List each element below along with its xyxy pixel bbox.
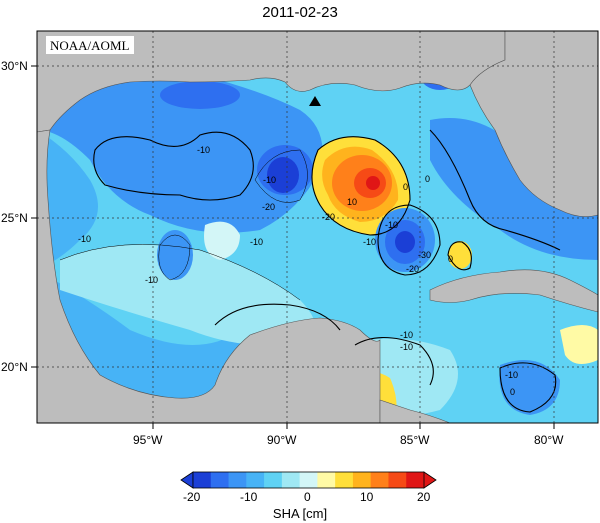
cyclonic-eddy-west bbox=[157, 230, 193, 280]
colorbar-left-arrow bbox=[180, 471, 194, 489]
colorbar-cell bbox=[335, 472, 354, 488]
colorbar-cell bbox=[352, 472, 372, 488]
land-mexico bbox=[37, 129, 381, 423]
contour-label: 0 bbox=[403, 182, 408, 192]
near-zero-patch bbox=[204, 221, 240, 260]
contour-label: -10 bbox=[250, 237, 263, 247]
contour-label: -20 bbox=[262, 202, 275, 212]
colorbar-cell bbox=[317, 472, 336, 488]
contour-label: -10 bbox=[505, 370, 518, 380]
colorbar-cell bbox=[406, 472, 425, 488]
colorbar-right-arrow bbox=[423, 471, 437, 489]
map-field bbox=[37, 31, 598, 423]
colorbar-tick-label: 0 bbox=[304, 490, 311, 504]
contour-label: -10 bbox=[78, 234, 91, 244]
contour-label: 0 bbox=[425, 174, 430, 184]
station-triangle-marker bbox=[309, 96, 321, 106]
contour-label: -10 bbox=[400, 342, 413, 352]
lon-tick-label: 90°W bbox=[267, 433, 297, 447]
positive-blob-cuba bbox=[448, 241, 472, 269]
contour-minor-c bbox=[158, 234, 191, 281]
lon-tick-label: 80°W bbox=[534, 433, 564, 447]
lat-tick-label: 20°N bbox=[1, 360, 28, 374]
colorbar-cell bbox=[193, 472, 212, 488]
positive-blob-southeast bbox=[560, 325, 598, 364]
land-cuba bbox=[429, 269, 598, 313]
colorbar-cell bbox=[281, 472, 301, 488]
contour-minor-lines bbox=[59, 149, 308, 301]
colorbar-tick-label: 10 bbox=[360, 490, 374, 504]
near-zero-central bbox=[60, 244, 315, 346]
colorbar-cell bbox=[210, 472, 230, 488]
contour-label: -10 bbox=[363, 237, 376, 247]
negative-sha-caribbean bbox=[499, 360, 560, 415]
contour-label: -10 bbox=[400, 330, 413, 340]
contour-lines bbox=[93, 129, 561, 413]
colorbar-cell bbox=[299, 472, 318, 488]
land-central-america bbox=[379, 399, 451, 423]
colorbar-tick-label: -20 bbox=[183, 490, 201, 504]
contour-line-loop bbox=[311, 136, 411, 236]
colorbar-title: SHA [cm] bbox=[272, 506, 328, 521]
colorbar-cell bbox=[370, 472, 389, 488]
land-florida bbox=[469, 31, 598, 217]
colorbar: -20 -10 0 10 20 bbox=[180, 471, 437, 504]
contour-label: 0 bbox=[448, 254, 453, 264]
contour-label: 0 bbox=[510, 387, 515, 397]
lat-tick-label: 30°N bbox=[1, 59, 28, 73]
cyclonic-eddy-gulf-core bbox=[267, 157, 299, 193]
negative-sha-east bbox=[430, 118, 598, 260]
contour-line-east bbox=[429, 129, 561, 251]
contour-line-caribbean bbox=[499, 362, 557, 413]
lon-tick-label: 85°W bbox=[400, 433, 430, 447]
colorbar-cell bbox=[228, 472, 247, 488]
contour-label: -10 bbox=[197, 145, 210, 155]
map-title: 2011-02-23 bbox=[262, 4, 338, 21]
graticule bbox=[37, 31, 598, 423]
colorbar-frame bbox=[192, 471, 425, 489]
negative-sha-west bbox=[37, 130, 98, 270]
colorbar-cell bbox=[388, 472, 407, 488]
plot-frame bbox=[36, 30, 599, 424]
contour-label: -30 bbox=[418, 250, 431, 260]
contour-line-cyclone-east bbox=[377, 204, 441, 276]
watermark-box bbox=[46, 36, 134, 54]
contour-minor-a bbox=[59, 244, 301, 301]
cyclonic-eddy-ne bbox=[160, 81, 240, 109]
contour-minor-b bbox=[254, 149, 308, 203]
colorbar-cell bbox=[246, 472, 265, 488]
contour-line-south bbox=[214, 303, 341, 331]
contour-line-zero-blob bbox=[447, 241, 472, 271]
contour-line-southeast bbox=[354, 337, 434, 386]
contour-label: 10 bbox=[347, 197, 357, 207]
lon-tick-label: 95°W bbox=[133, 433, 163, 447]
colorbar-tick-label: 20 bbox=[417, 490, 431, 504]
colorbar-cell bbox=[264, 472, 283, 488]
contour-label: -20 bbox=[322, 212, 335, 222]
colorbar-tick-label: -10 bbox=[240, 490, 258, 504]
contour-line-west bbox=[93, 131, 254, 201]
contour-label: -10 bbox=[145, 275, 158, 285]
axis-ticks bbox=[31, 65, 555, 429]
contour-label: -10 bbox=[263, 175, 276, 185]
land-us-gulf-coast bbox=[37, 31, 506, 133]
cyclonic-eddy-yucatan-core bbox=[395, 231, 415, 253]
contour-label-group: -10 -10 -10 -10 -10 -20 -20 -10 0 10 -10… bbox=[78, 145, 518, 397]
loop-current-eddy-peak bbox=[366, 176, 380, 190]
lat-tick-label: 25°N bbox=[1, 211, 28, 225]
contour-label: -10 bbox=[385, 220, 398, 230]
watermark-text: NOAA/AOML bbox=[50, 38, 130, 53]
contour-label: -20 bbox=[406, 264, 419, 274]
